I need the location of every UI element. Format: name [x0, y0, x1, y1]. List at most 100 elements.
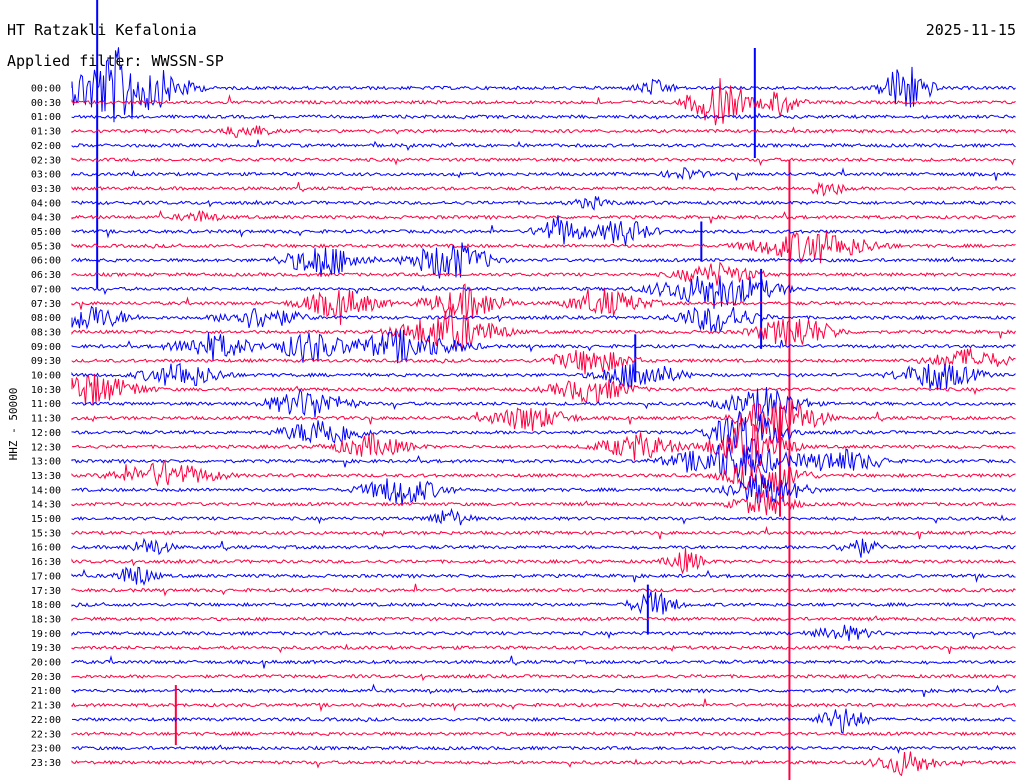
trace-line: [71, 731, 1016, 737]
trace-line: [71, 348, 1016, 375]
trace-line: [71, 78, 1016, 126]
trace-line: [71, 459, 1016, 493]
time-label: 02:30: [31, 155, 61, 166]
time-label: 06:00: [31, 256, 61, 267]
trace-line: [71, 615, 1016, 622]
trace-line: [71, 566, 1016, 586]
trace-line: [71, 443, 1016, 478]
trace-line: [71, 474, 1016, 506]
time-label: 09:30: [31, 356, 61, 367]
time-label: 02:00: [31, 141, 61, 152]
trace-line: [71, 643, 1016, 655]
trace-line: [71, 305, 1016, 334]
trace-line: [71, 167, 1016, 181]
time-label: 20:30: [31, 672, 61, 683]
time-label: 17:00: [31, 571, 61, 582]
trace-line: [71, 157, 1016, 166]
trace-line: [71, 525, 1016, 540]
time-label: 10:00: [31, 371, 61, 382]
time-label: 03:00: [31, 170, 61, 181]
time-label: 08:00: [31, 313, 61, 324]
trace-line: [71, 398, 1016, 439]
trace-line: [71, 215, 1016, 246]
time-label: 09:00: [31, 342, 61, 353]
trace-line: [71, 275, 1016, 309]
time-label: 07:30: [31, 299, 61, 310]
time-label: 03:30: [31, 184, 61, 195]
trace-group: [71, 0, 1016, 780]
time-label: 05:30: [31, 241, 61, 252]
trace-line: [71, 654, 1016, 669]
trace-line: [71, 583, 1016, 597]
trace-line: [71, 231, 1016, 265]
time-label: 20:00: [31, 658, 61, 669]
trace-line: [71, 490, 1016, 516]
trace-line: [71, 673, 1016, 682]
trace-line: [71, 329, 1016, 364]
time-label: 21:30: [31, 701, 61, 712]
time-label: 15:00: [31, 514, 61, 525]
trace-line: [71, 507, 1016, 526]
time-label: 15:30: [31, 528, 61, 539]
time-label: 18:00: [31, 600, 61, 611]
trace-line: [71, 751, 1016, 777]
time-label: 12:00: [31, 428, 61, 439]
trace-line: [71, 181, 1016, 197]
time-label: 23:30: [31, 758, 61, 769]
time-label: 01:30: [31, 127, 61, 138]
time-label: 04:30: [31, 213, 61, 224]
time-label: 11:00: [31, 399, 61, 410]
time-label: 04:00: [31, 198, 61, 209]
time-label-group: 00:00 00:30 01:00 01:30 02:00 02:30 03:00 03:30…: [31, 84, 61, 769]
time-label: 17:30: [31, 586, 61, 597]
trace-line: [71, 125, 1016, 138]
trace-line: [71, 306, 1016, 349]
trace-line: [71, 548, 1016, 575]
time-label: 08:30: [31, 327, 61, 338]
time-label: 13:00: [31, 457, 61, 468]
trace-line: [71, 209, 1016, 224]
time-label: 23:00: [31, 744, 61, 755]
trace-line: [71, 744, 1016, 754]
trace-line: [71, 195, 1016, 211]
time-label: 16:30: [31, 557, 61, 568]
time-label: 22:00: [31, 715, 61, 726]
time-label: 18:30: [31, 614, 61, 625]
trace-line: [71, 537, 1016, 558]
time-label: 22:30: [31, 729, 61, 740]
time-label: 07:00: [31, 284, 61, 295]
trace-line: [71, 422, 1016, 470]
time-label: 21:00: [31, 686, 61, 697]
trace-line: [71, 683, 1016, 698]
time-label: 19:30: [31, 643, 61, 654]
trace-line: [71, 283, 1016, 325]
trace-line: [71, 708, 1016, 734]
time-label: 06:30: [31, 270, 61, 281]
trace-line: [71, 591, 1016, 615]
time-label: 16:00: [31, 543, 61, 554]
time-label: 13:30: [31, 471, 61, 482]
trace-line: [71, 47, 1016, 123]
trace-line: [71, 362, 1016, 390]
time-label: 10:30: [31, 385, 61, 396]
trace-line: [71, 374, 1016, 406]
time-label: 00:00: [31, 84, 61, 95]
time-label: 19:00: [31, 629, 61, 640]
time-label: 12:30: [31, 442, 61, 453]
time-label: 14:00: [31, 485, 61, 496]
trace-line: [71, 139, 1016, 152]
time-label: 05:00: [31, 227, 61, 238]
trace-line: [71, 112, 1016, 120]
date-label: 2025-11-15: [926, 21, 1016, 39]
trace-line: [71, 242, 1016, 279]
station-title: HT Ratzakli Kefalonia: [7, 21, 197, 39]
trace-line: [71, 624, 1016, 641]
trace-line: [71, 387, 1016, 422]
trace-line: [71, 698, 1016, 713]
channel-label: HHZ - 50000: [7, 388, 20, 461]
trace-line: [71, 410, 1016, 454]
time-label: 01:00: [31, 112, 61, 123]
time-label: 00:30: [31, 98, 61, 109]
time-label: 11:30: [31, 414, 61, 425]
